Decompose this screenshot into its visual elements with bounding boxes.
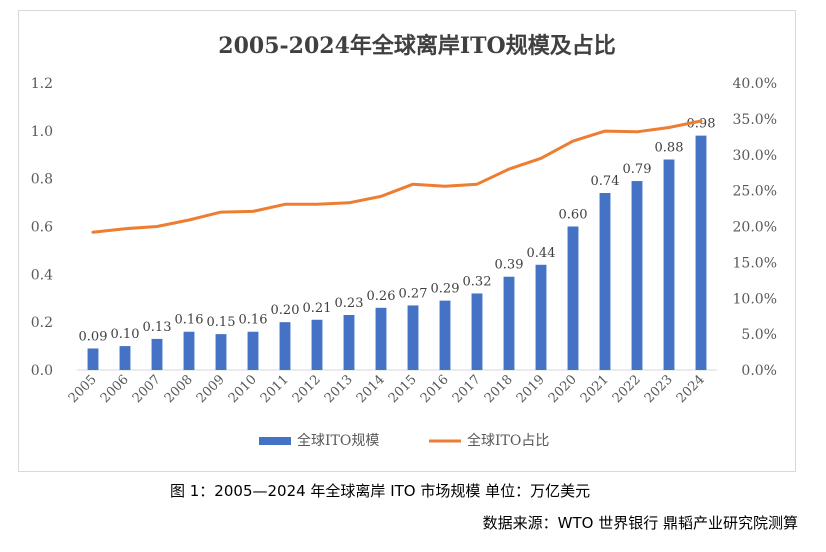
legend-label-bar: 全球ITO规模 (297, 432, 379, 449)
bar (631, 181, 643, 370)
bar (119, 346, 131, 370)
y-left-tick-label: 1.2 (31, 76, 53, 92)
bar-data-label: 0.32 (463, 274, 492, 289)
bar (151, 338, 163, 370)
y-right-tick-label: 0.0% (741, 363, 777, 379)
legend-label-line: 全球ITO占比 (467, 432, 549, 449)
bar (311, 319, 323, 370)
bar (663, 159, 675, 370)
bar-data-label: 0.10 (111, 327, 140, 342)
x-tick-label: 2013 (322, 372, 356, 406)
y-right-tick-label: 20.0% (733, 220, 777, 236)
x-tick-label: 2018 (482, 372, 516, 406)
y-right-tick-label: 30.0% (733, 148, 777, 164)
figure-caption: 图 1：2005—2024 年全球离岸 ITO 市场规模 单位：万亿美元 (170, 482, 591, 500)
source-caption: 数据来源：WTO 世界银行 鼎韬产业研究院测算 (482, 514, 798, 532)
x-tick-label: 2011 (258, 372, 292, 406)
bar (183, 331, 195, 370)
y-right-tick-label: 25.0% (733, 184, 777, 200)
bar-data-label: 0.44 (527, 246, 556, 261)
x-tick-label: 2009 (194, 372, 228, 406)
bar (567, 226, 579, 370)
y-right-tick-label: 10.0% (733, 291, 777, 307)
bar-data-label: 0.13 (143, 320, 172, 335)
x-tick-label: 2006 (98, 372, 132, 406)
y-left-tick-label: 0.8 (31, 172, 53, 188)
x-tick-label: 2015 (386, 372, 420, 406)
y-right-tick-label: 40.0% (733, 76, 777, 92)
bar-data-label: 0.88 (655, 141, 684, 156)
bar-data-label: 0.29 (431, 282, 460, 297)
bar (247, 331, 259, 370)
bar-data-label: 0.23 (335, 296, 364, 311)
bar (343, 314, 355, 370)
y-left-tick-label: 0.6 (31, 220, 53, 236)
bar-data-label: 0.79 (623, 162, 652, 177)
x-tick-label: 2023 (642, 372, 676, 406)
bar (439, 300, 451, 370)
y-left-tick-label: 0.0 (31, 363, 53, 379)
x-tick-label: 2008 (162, 372, 196, 406)
bar-data-label: 0.74 (591, 174, 620, 189)
x-tick-label: 2020 (546, 372, 580, 406)
x-tick-label: 2021 (578, 372, 612, 406)
y-left-tick-label: 0.4 (31, 267, 53, 283)
bar (695, 135, 707, 370)
chart-frame: 2005-2024年全球离岸ITO规模及占比 0.0 0.2 0.4 0.6 0.8 1.0… (18, 10, 796, 472)
bar (279, 322, 291, 370)
y-right-tick-label: 15.0% (733, 255, 777, 271)
bar (471, 293, 483, 370)
bar (503, 276, 515, 370)
legend-swatch-bar (259, 437, 291, 445)
x-tick-label: 2014 (354, 372, 388, 406)
bar-data-label: 0.21 (303, 301, 332, 316)
x-tick-label: 2024 (674, 372, 708, 406)
x-tick-label: 2007 (130, 372, 164, 406)
y-left-tick-label: 0.2 (31, 315, 53, 331)
chart-title: 2005-2024年全球离岸ITO规模及占比 (218, 33, 615, 59)
bar (215, 334, 227, 370)
bar-data-label: 0.16 (239, 313, 268, 328)
x-tick-label: 2010 (226, 372, 260, 406)
x-tick-label: 2019 (514, 372, 548, 406)
bar-data-label: 0.26 (367, 289, 396, 304)
x-tick-label: 2016 (418, 372, 452, 406)
bar (407, 305, 419, 370)
bar-data-label: 0.98 (687, 117, 716, 132)
bar-data-label: 0.60 (559, 208, 588, 223)
bar-data-label: 0.20 (271, 303, 300, 318)
bar-data-label: 0.39 (495, 258, 524, 273)
x-tick-label: 2022 (610, 372, 644, 406)
bar (535, 264, 547, 370)
bar (599, 193, 611, 370)
line-series-ito-share (91, 119, 703, 234)
x-tick-label: 2017 (450, 372, 484, 406)
x-tick-label: 2012 (290, 372, 324, 406)
bar (375, 307, 387, 370)
bar-data-label: 0.09 (79, 329, 108, 344)
y-right-tick-label: 35.0% (733, 112, 777, 128)
x-tick-label: 2005 (66, 372, 100, 406)
y-left-tick-label: 1.0 (31, 124, 53, 140)
bar-data-label: 0.16 (175, 313, 204, 328)
chart-svg: 2005-2024年全球离岸ITO规模及占比 0.0 0.2 0.4 0.6 0.8 1.0… (31, 33, 777, 449)
bar-data-label: 0.27 (399, 286, 428, 301)
bar-data-label: 0.15 (207, 315, 236, 330)
bar (87, 348, 99, 370)
y-right-tick-label: 5.0% (741, 327, 777, 343)
